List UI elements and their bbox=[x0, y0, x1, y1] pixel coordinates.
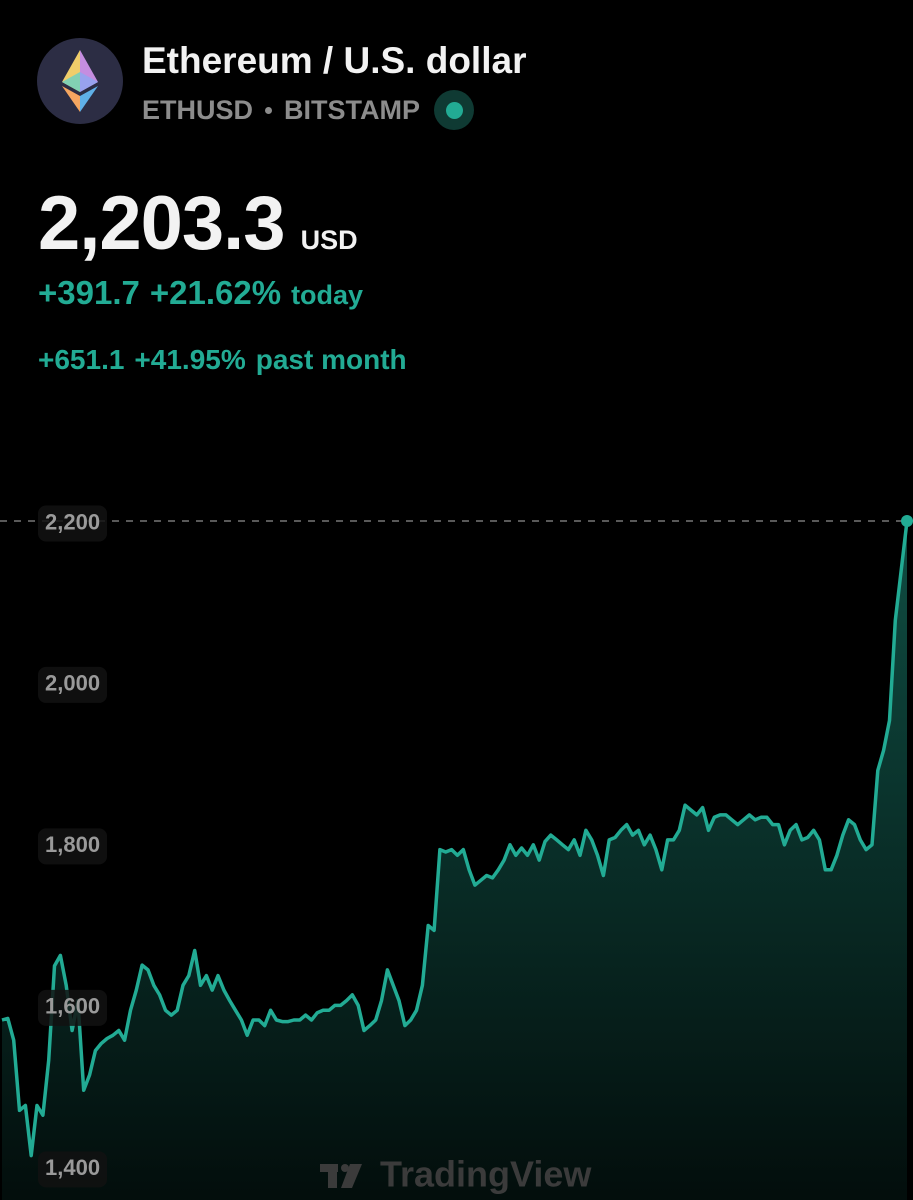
ticker: ETHUSD bbox=[142, 94, 254, 125]
separator bbox=[265, 106, 273, 114]
y-tick-label: 1,600 bbox=[45, 994, 100, 1019]
price-row: 2,203.3 USD bbox=[38, 180, 358, 267]
change-pct: +41.95% bbox=[134, 344, 246, 375]
market-status[interactable] bbox=[434, 90, 475, 130]
status-dot bbox=[445, 101, 463, 119]
y-tick-bg bbox=[38, 828, 108, 865]
y-tick-label: 2,000 bbox=[45, 671, 100, 696]
month-change: +651.1 +41.95% past month bbox=[38, 344, 407, 376]
area-fill bbox=[2, 521, 907, 1200]
last-price-dot bbox=[901, 515, 913, 528]
y-tick-bg bbox=[38, 505, 108, 542]
currency: USD bbox=[300, 225, 358, 255]
y-tick-bg bbox=[38, 666, 108, 703]
y-tick-label: 1,400 bbox=[45, 1155, 100, 1180]
y-tick-bg bbox=[38, 1151, 108, 1188]
symbol-title: Ethereum / U.S. dollar bbox=[142, 40, 527, 81]
symbol-subtitle: ETHUSD BITSTAMP bbox=[142, 90, 475, 130]
change: +651.1 bbox=[38, 344, 125, 375]
exchange: BITSTAMP bbox=[284, 94, 421, 125]
ethereum-logo bbox=[37, 38, 123, 124]
period: past month bbox=[255, 344, 407, 375]
price-line bbox=[1, 520, 909, 1158]
change: +391.7 bbox=[38, 274, 140, 311]
change-pct: +21.62% bbox=[149, 274, 282, 311]
period: today bbox=[291, 280, 364, 310]
price: 2,203.3 bbox=[38, 181, 286, 266]
day-change: +391.7 +21.62% today bbox=[38, 274, 363, 312]
y-tick-label: 2,200 bbox=[45, 509, 100, 534]
y-tick-bg bbox=[38, 989, 108, 1026]
watermark-logo bbox=[320, 1164, 362, 1188]
y-tick-label: 1,800 bbox=[45, 832, 100, 857]
watermark: TradingView bbox=[380, 1154, 592, 1195]
